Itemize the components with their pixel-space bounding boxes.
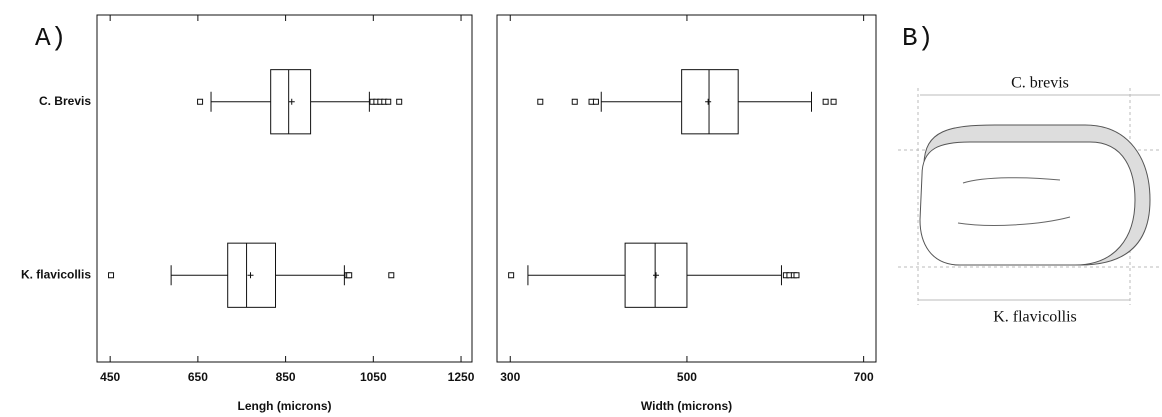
mean (288, 98, 295, 105)
detail-line (957, 216, 1071, 226)
outlier (592, 98, 599, 105)
outlier (508, 272, 515, 279)
outlier (388, 272, 395, 279)
x-tick-label: 700 (854, 370, 874, 384)
outlier (822, 98, 829, 105)
outlier (571, 98, 578, 105)
outlier (537, 98, 544, 105)
x-tick-label: 500 (677, 370, 697, 384)
x-tick-label: 450 (100, 370, 120, 384)
panel-label: B) (902, 23, 933, 53)
outlier (793, 272, 800, 279)
detail-line (962, 177, 1061, 184)
diagram: C. brevis K. flavicollis (898, 75, 1162, 326)
x-tick-label: 1250 (448, 370, 475, 384)
mean (653, 272, 660, 279)
outlier (197, 98, 204, 105)
diagram-label: C. brevis (1011, 75, 1069, 92)
box (681, 69, 739, 135)
x-tick-label: 1050 (360, 370, 387, 384)
plot-frame (96, 14, 473, 363)
outlier (396, 98, 403, 105)
outlier (385, 98, 392, 105)
outlier (108, 272, 115, 279)
x-axis-title: Width (microns) (641, 399, 732, 413)
x-axis-title: Lengh (microns) (237, 399, 331, 413)
panel-label: A) (35, 23, 66, 53)
category-label: C. Brevis (39, 94, 91, 108)
x-tick-label: 650 (188, 370, 208, 384)
diagram-label: K. flavicollis (993, 309, 1077, 326)
outlier (830, 98, 837, 105)
mean (247, 272, 254, 279)
category-label: K. flavicollis (21, 267, 91, 281)
outline-k-flavicollis (919, 141, 1136, 266)
plot-frame (496, 14, 877, 363)
x-tick-label: 300 (500, 370, 520, 384)
mean (705, 98, 712, 105)
outlier (346, 272, 353, 279)
x-tick-label: 850 (276, 370, 296, 384)
